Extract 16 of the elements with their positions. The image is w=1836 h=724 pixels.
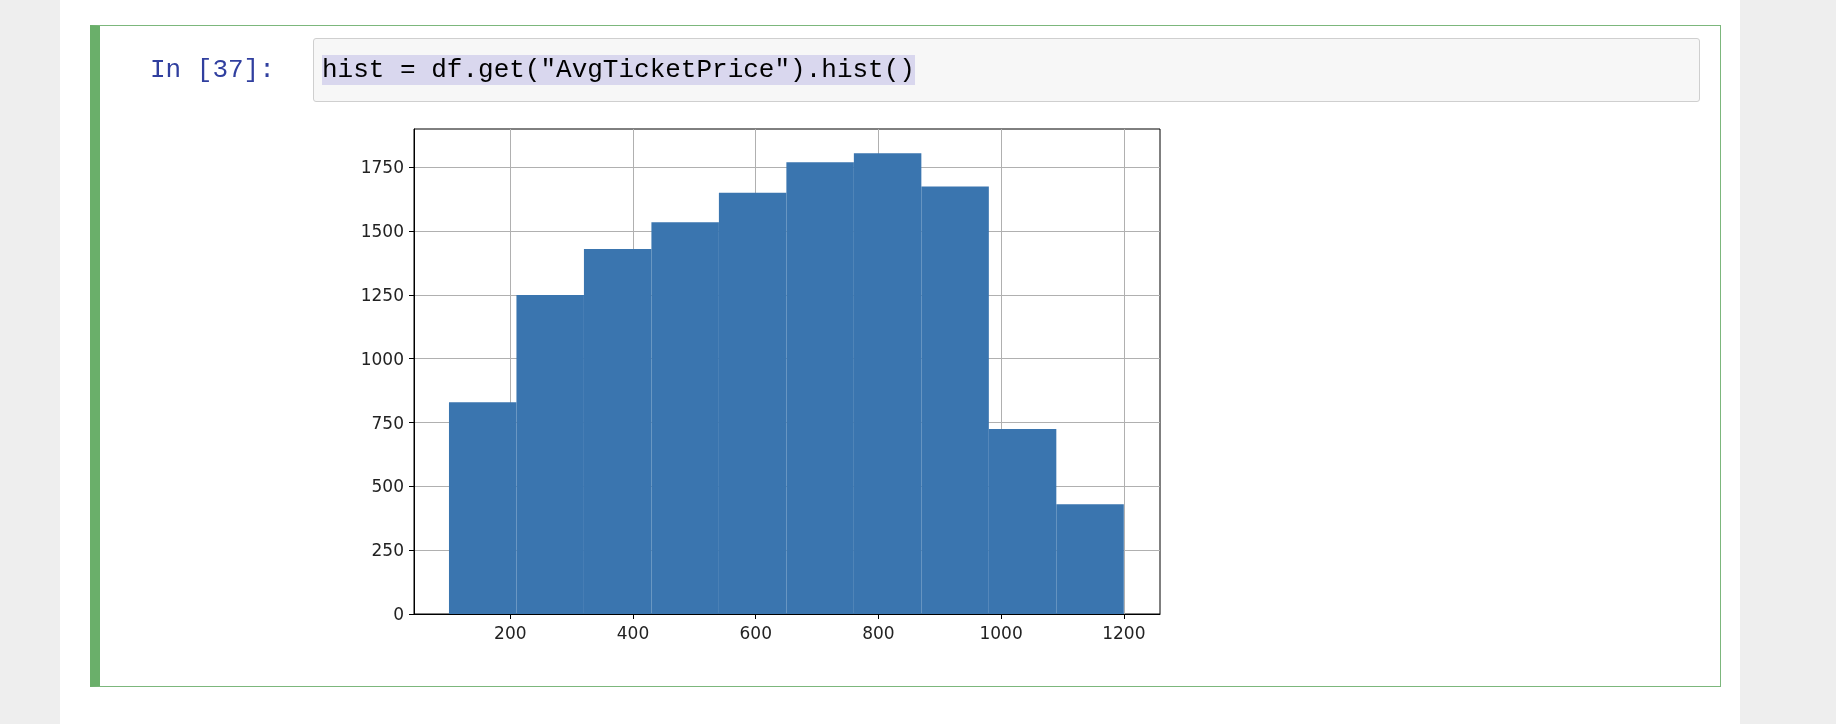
y-tick-label: 1000 (360, 348, 404, 369)
y-tick-label: 1500 (360, 221, 404, 242)
y-tick-label: 250 (371, 540, 404, 561)
x-tick-label: 1200 (1102, 622, 1146, 643)
x-tick-label: 800 (862, 622, 895, 643)
x-tick-label: 600 (739, 622, 772, 643)
y-tick-label: 500 (371, 476, 404, 497)
y-tick-label: 750 (371, 412, 404, 433)
text: In [37]: (150, 55, 275, 85)
x-tick-label: 1000 (979, 622, 1023, 643)
y-tick-label: 1750 (360, 157, 404, 178)
y-tick-label: 0 (393, 604, 404, 624)
y-tick-label: 1250 (360, 284, 404, 305)
text: hist = df.get("AvgTicketPrice").hist() (322, 55, 915, 85)
x-tick-label: 200 (494, 622, 527, 643)
x-tick-label: 400 (616, 622, 650, 643)
